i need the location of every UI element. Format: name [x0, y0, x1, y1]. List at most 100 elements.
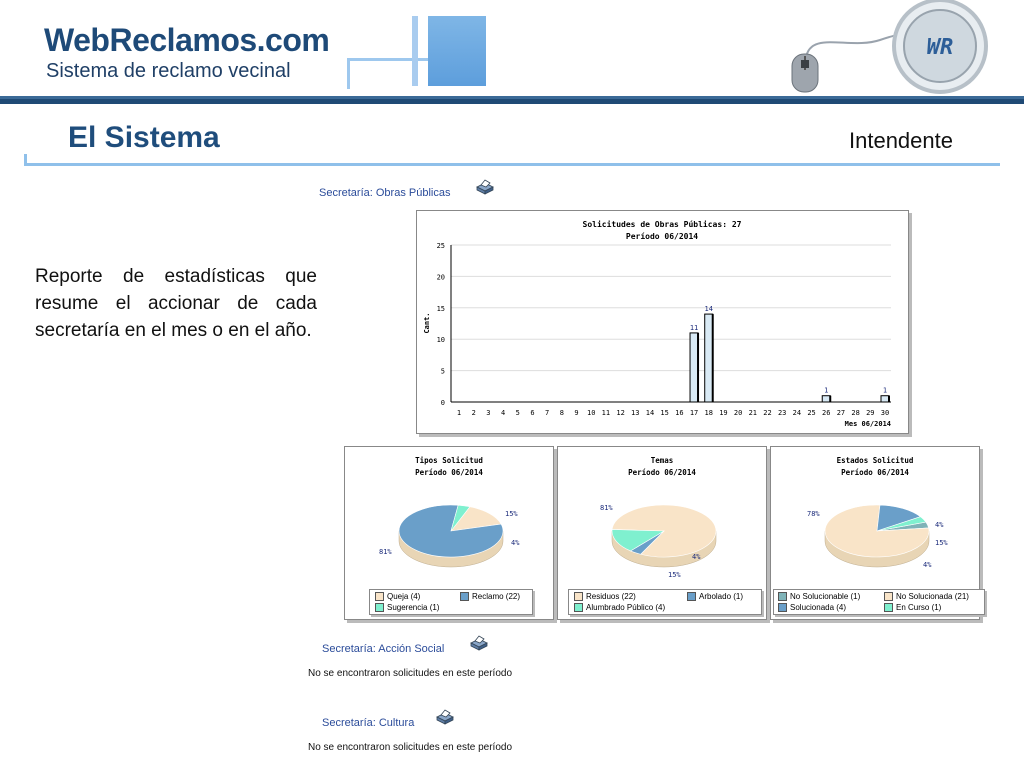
pie-percent-label: 15%	[505, 510, 518, 518]
section-label-cultura[interactable]: Secretaría: Cultura	[322, 717, 415, 729]
legend-temas: Residuos (22) Arbolado (1) Alumbrado Púb…	[568, 589, 762, 615]
chart-title: Solicitudes de Obras Públicas: 27	[583, 219, 742, 229]
pie-slice	[876, 516, 927, 532]
x-tick-label: 25	[807, 409, 815, 417]
pie-panel-estados: Estados Solicitud Período 06/2014 4% 78% 15%…	[770, 446, 985, 620]
x-tick-label: 14	[646, 409, 654, 417]
pie-percent-label: 81%	[379, 548, 392, 556]
x-tick-label: 21	[749, 409, 757, 417]
pie-slice	[876, 504, 922, 532]
pie-percent-label: 4%	[511, 539, 520, 547]
legend-swatch	[375, 592, 384, 601]
legend-label: Reclamo (22)	[472, 592, 521, 601]
x-tick-label: 7	[545, 409, 549, 417]
legend-label: No Solucionable (1)	[790, 592, 861, 601]
chart-subtitle: Período 06/2014	[626, 232, 698, 241]
x-tick-label: 4	[501, 409, 505, 417]
pie-slice	[450, 506, 502, 532]
legend-swatch	[778, 592, 787, 601]
header-decoration-block	[428, 16, 486, 86]
pie-panel-temas: Temas Período 06/2014 81% 4% 15% Residuos (2…	[557, 446, 767, 620]
chart-title: Temas	[651, 456, 674, 465]
x-tick-label: 2	[472, 409, 476, 417]
x-tick-label: 1	[457, 409, 461, 417]
x-tick-label: 5	[516, 409, 520, 417]
title-rule-cap	[24, 154, 27, 166]
bar	[821, 395, 831, 403]
pie-slice	[611, 529, 666, 552]
x-tick-label: 19	[719, 409, 727, 417]
pie-slice	[450, 504, 471, 532]
legend-item: Alumbrado Público (4)	[574, 603, 665, 612]
bar-value-label: 11	[690, 324, 698, 332]
legend-swatch	[574, 603, 583, 612]
section-label-accion-social[interactable]: Secretaría: Acción Social	[322, 643, 445, 655]
legend-label: Sugerencia (1)	[387, 603, 440, 612]
x-tick-label: 17	[690, 409, 698, 417]
legend-label: Alumbrado Público (4)	[586, 603, 666, 612]
bar	[689, 332, 699, 403]
bar-value-label: 1	[883, 387, 887, 395]
no-data-message: No se encontraron solicitudes en este pe…	[308, 742, 513, 753]
legend-item: Solucionada (4)	[778, 603, 846, 612]
legend-item: Queja (4)	[375, 592, 420, 601]
bar	[704, 313, 714, 403]
header-decoration-frame	[347, 58, 430, 89]
x-tick-label: 13	[631, 409, 639, 417]
chart-subtitle: Período 06/2014	[415, 468, 483, 477]
y-tick-label: 25	[437, 242, 445, 250]
legend-tipos: Queja (4) Reclamo (22) Sugerencia (1)	[369, 589, 533, 615]
legend-item: Residuos (22)	[574, 592, 636, 601]
legend-label: Queja (4)	[387, 592, 421, 601]
y-tick-label: 5	[441, 368, 445, 376]
badge-text: WR	[927, 35, 954, 60]
printer-icon[interactable]	[435, 709, 455, 725]
bar-chart-panel: Solicitudes de Obras Públicas: 27 Período…	[416, 210, 909, 434]
chart-title: Estados Solicitud	[837, 456, 914, 465]
chart-subtitle: Período 06/2014	[841, 468, 909, 477]
x-tick-label: 9	[574, 409, 578, 417]
printer-icon[interactable]	[475, 179, 495, 195]
legend-label: Solucionada (4)	[790, 603, 847, 612]
bar-chart: Solicitudes de Obras Públicas: 27 Período…	[423, 219, 891, 428]
pie-percent-label: 15%	[935, 539, 948, 547]
header-band-highlight	[0, 96, 1024, 99]
legend-swatch	[375, 603, 384, 612]
bar-shadow	[697, 332, 700, 402]
x-tick-label: 11	[602, 409, 610, 417]
x-tick-label: 3	[486, 409, 490, 417]
legend-swatch	[574, 592, 583, 601]
x-tick-label: 6	[530, 409, 534, 417]
legend-swatch	[884, 603, 893, 612]
bar-shadow	[829, 395, 832, 402]
pie-percent-label: 4%	[935, 521, 944, 529]
legend-swatch	[884, 592, 893, 601]
y-axis-label: Cant.	[423, 312, 431, 333]
bar-shadow	[888, 395, 890, 402]
bar-value-label: 1	[824, 387, 828, 395]
pie-percent-label: 15%	[668, 571, 681, 579]
printer-icon[interactable]	[469, 635, 489, 651]
legend-label: No Solucionada (21)	[896, 592, 969, 601]
pie-percent-label: 78%	[807, 510, 820, 518]
no-data-message: No se encontraron solicitudes en este pe…	[308, 668, 513, 679]
x-tick-label: 15	[660, 409, 668, 417]
legend-item: Arbolado (1)	[687, 592, 743, 601]
x-tick-label: 22	[763, 409, 771, 417]
header-band	[0, 96, 1024, 104]
app-logo-title: WebReclamos.com	[44, 22, 330, 59]
chart-subtitle: Período 06/2014	[628, 468, 696, 477]
bar-shadow	[711, 314, 714, 402]
legend-item: No Solucionada (21)	[884, 592, 969, 601]
x-tick-label: 23	[778, 409, 786, 417]
legend-item: Sugerencia (1)	[375, 603, 439, 612]
x-axis-label: Mes 06/2014	[845, 420, 891, 428]
pie-percent-label: 4%	[692, 553, 701, 561]
x-tick-label: 10	[587, 409, 595, 417]
logo-name: WebReclamos	[44, 22, 257, 58]
x-tick-label: 30	[881, 409, 889, 417]
section-label-obras-publicas[interactable]: Secretaría: Obras Públicas	[319, 187, 451, 199]
pie-chart-tipos: Tipos Solicitud Período 06/2014 15% 81% 4%	[379, 456, 520, 568]
legend-swatch	[460, 592, 469, 601]
intro-paragraph: Reporte de estadísticas que resume el ac…	[35, 266, 317, 341]
